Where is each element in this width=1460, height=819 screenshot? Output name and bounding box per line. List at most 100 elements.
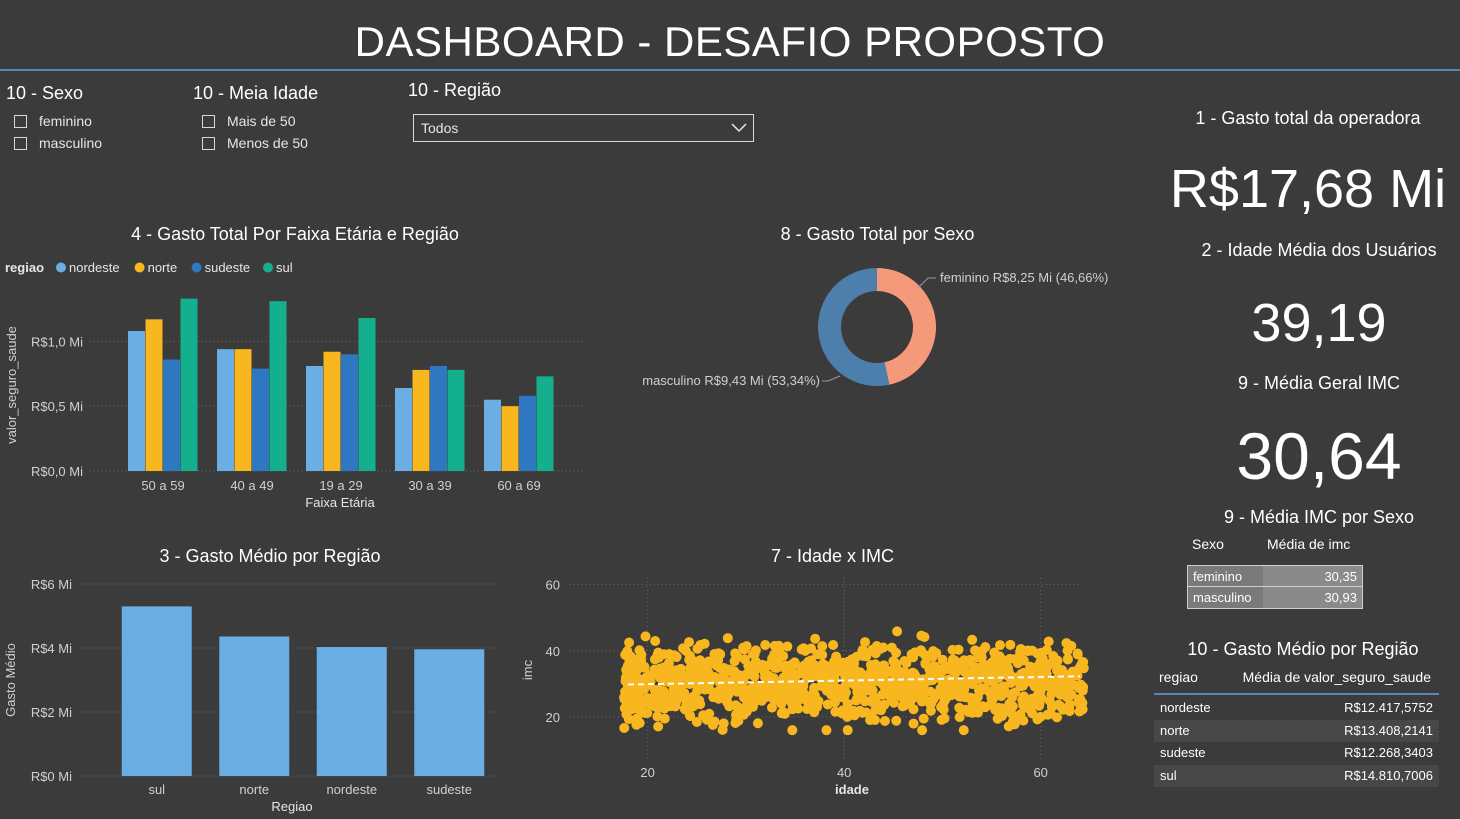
scatter-point [670, 665, 681, 676]
scatter-point [809, 663, 820, 674]
slicer-meia-idade: 10 - Meia Idade Mais de 50 Menos de 50 [193, 83, 318, 154]
legend-marker-sul [263, 262, 273, 273]
scatter-point [739, 644, 750, 655]
scatter-point [1052, 655, 1063, 666]
y-tick-label: R$6 Mi [31, 577, 72, 592]
cell-sexo: masculino [1188, 587, 1263, 608]
slicer-option-mais-de-50[interactable]: Mais de 50 [202, 110, 318, 132]
table-row: sudeste R$12.268,3403 [1154, 742, 1439, 765]
slicer-regiao-title: 10 - Região [408, 80, 502, 100]
legend-label-sul: sul [276, 260, 293, 275]
scatter-point [927, 661, 938, 672]
y-tick-label: R$2 Mi [31, 705, 72, 720]
scatter-point [730, 648, 741, 659]
chart-sexo-title: 8 - Gasto Total por Sexo [780, 224, 975, 244]
scatter-point [884, 690, 895, 701]
scatter-point [773, 640, 784, 651]
bar-nordeste-19a29 [306, 366, 323, 471]
bar-norte-40a49 [234, 349, 252, 471]
scatter-point [1076, 662, 1087, 673]
scatter-point [821, 725, 832, 736]
bar-sul-19a29 [358, 318, 376, 471]
checkbox-icon[interactable] [14, 136, 27, 150]
bar-sul-60a69 [536, 376, 554, 471]
legend-label-norte: norte [148, 260, 178, 275]
scatter-point [752, 718, 763, 729]
scatter-point [771, 662, 782, 673]
header-media-valor: Média de valor_seguro_saude [1242, 669, 1431, 685]
cell-regiao: sudeste [1160, 745, 1206, 760]
regiao-dropdown[interactable]: Todos [413, 114, 754, 142]
scatter-point [831, 651, 842, 662]
x-tick-label: 20 [640, 765, 654, 780]
kpi-idade-media-value: 39,19 [1251, 293, 1387, 353]
scatter-point [708, 692, 719, 703]
slicer-option-menos-de-50[interactable]: Menos de 50 [202, 132, 318, 154]
scatter-point [865, 695, 876, 706]
scatter-point [749, 687, 760, 698]
cell-valor: R$12.268,3403 [1344, 745, 1433, 760]
bar-sul-30a39 [447, 369, 465, 471]
scatter-point [993, 684, 1004, 695]
scatter-point [835, 666, 846, 677]
scatter-point [906, 669, 917, 680]
slicer-option-feminino[interactable]: feminino [14, 110, 102, 132]
y-axis-label: Gasto Médio [3, 643, 18, 717]
scatter-point [671, 652, 682, 663]
scatter-point [916, 630, 927, 641]
kpi-gasto-total-value: R$17,68 Mi [1169, 159, 1447, 219]
scatter-point [709, 672, 720, 683]
scatter-point [908, 652, 919, 663]
y-tick-label: R$0 Mi [31, 769, 72, 784]
legend-marker-nordeste [56, 262, 66, 273]
y-tick-label: 60 [546, 578, 560, 593]
leader-line-masculino [822, 375, 841, 382]
scatter-point [954, 681, 965, 692]
cell-valor: R$12.417,5752 [1344, 700, 1433, 715]
scatter-point [1043, 636, 1054, 647]
scatter-point [967, 634, 978, 645]
scatter-point [954, 712, 965, 723]
scatter-point [879, 699, 890, 710]
scatter-point [826, 689, 837, 700]
scatter-point [1025, 661, 1036, 672]
scatter-point [972, 662, 983, 673]
scatter-point [891, 659, 902, 670]
scatter-point [956, 664, 967, 675]
page-title: DASHBOARD - DESAFIO PROPOSTO [354, 18, 1106, 65]
cell-regiao: sul [1160, 767, 1177, 783]
leader-line-feminino [917, 277, 936, 289]
y-tick-label: R$0,5 Mi [31, 399, 83, 414]
scatter-points [619, 626, 1089, 736]
bar-sudeste-40a49 [252, 368, 269, 471]
scatter-point [623, 714, 634, 725]
scatter-point [1017, 694, 1028, 705]
checkbox-icon[interactable] [202, 136, 215, 150]
imc-sexo-table: feminino 30,35 masculino 30,93 [1187, 565, 1363, 609]
scatter-point [659, 713, 670, 724]
scatter-point [636, 651, 647, 662]
checkbox-icon[interactable] [14, 114, 27, 128]
slicer-option-masculino[interactable]: masculino [14, 132, 102, 154]
scatter-point [993, 702, 1004, 713]
scatter-point [793, 703, 804, 714]
scatter-point [786, 697, 797, 708]
option-label: feminino [39, 113, 92, 129]
scatter-point [808, 687, 819, 698]
scatter-point [1015, 647, 1026, 658]
slicer-sexo: 10 - Sexo feminino masculino [6, 83, 102, 154]
bar-nordeste-60a69 [484, 399, 501, 471]
y-axis-label: valor_seguro_saude [4, 326, 19, 444]
header-regiao: regiao [1159, 669, 1198, 685]
table-row: masculino 30,93 [1188, 587, 1362, 608]
scatter-point [1015, 681, 1026, 692]
scatter-point [892, 626, 903, 637]
scatter-point [854, 705, 865, 716]
checkbox-icon[interactable] [202, 114, 215, 128]
y-tick-label: 40 [546, 644, 560, 659]
scatter-point [904, 698, 915, 709]
scatter-point [829, 697, 840, 708]
cell-valor: R$13.408,2141 [1344, 722, 1433, 738]
scatter-point [778, 707, 789, 718]
x-axis-label: Faixa Etária [305, 495, 375, 510]
